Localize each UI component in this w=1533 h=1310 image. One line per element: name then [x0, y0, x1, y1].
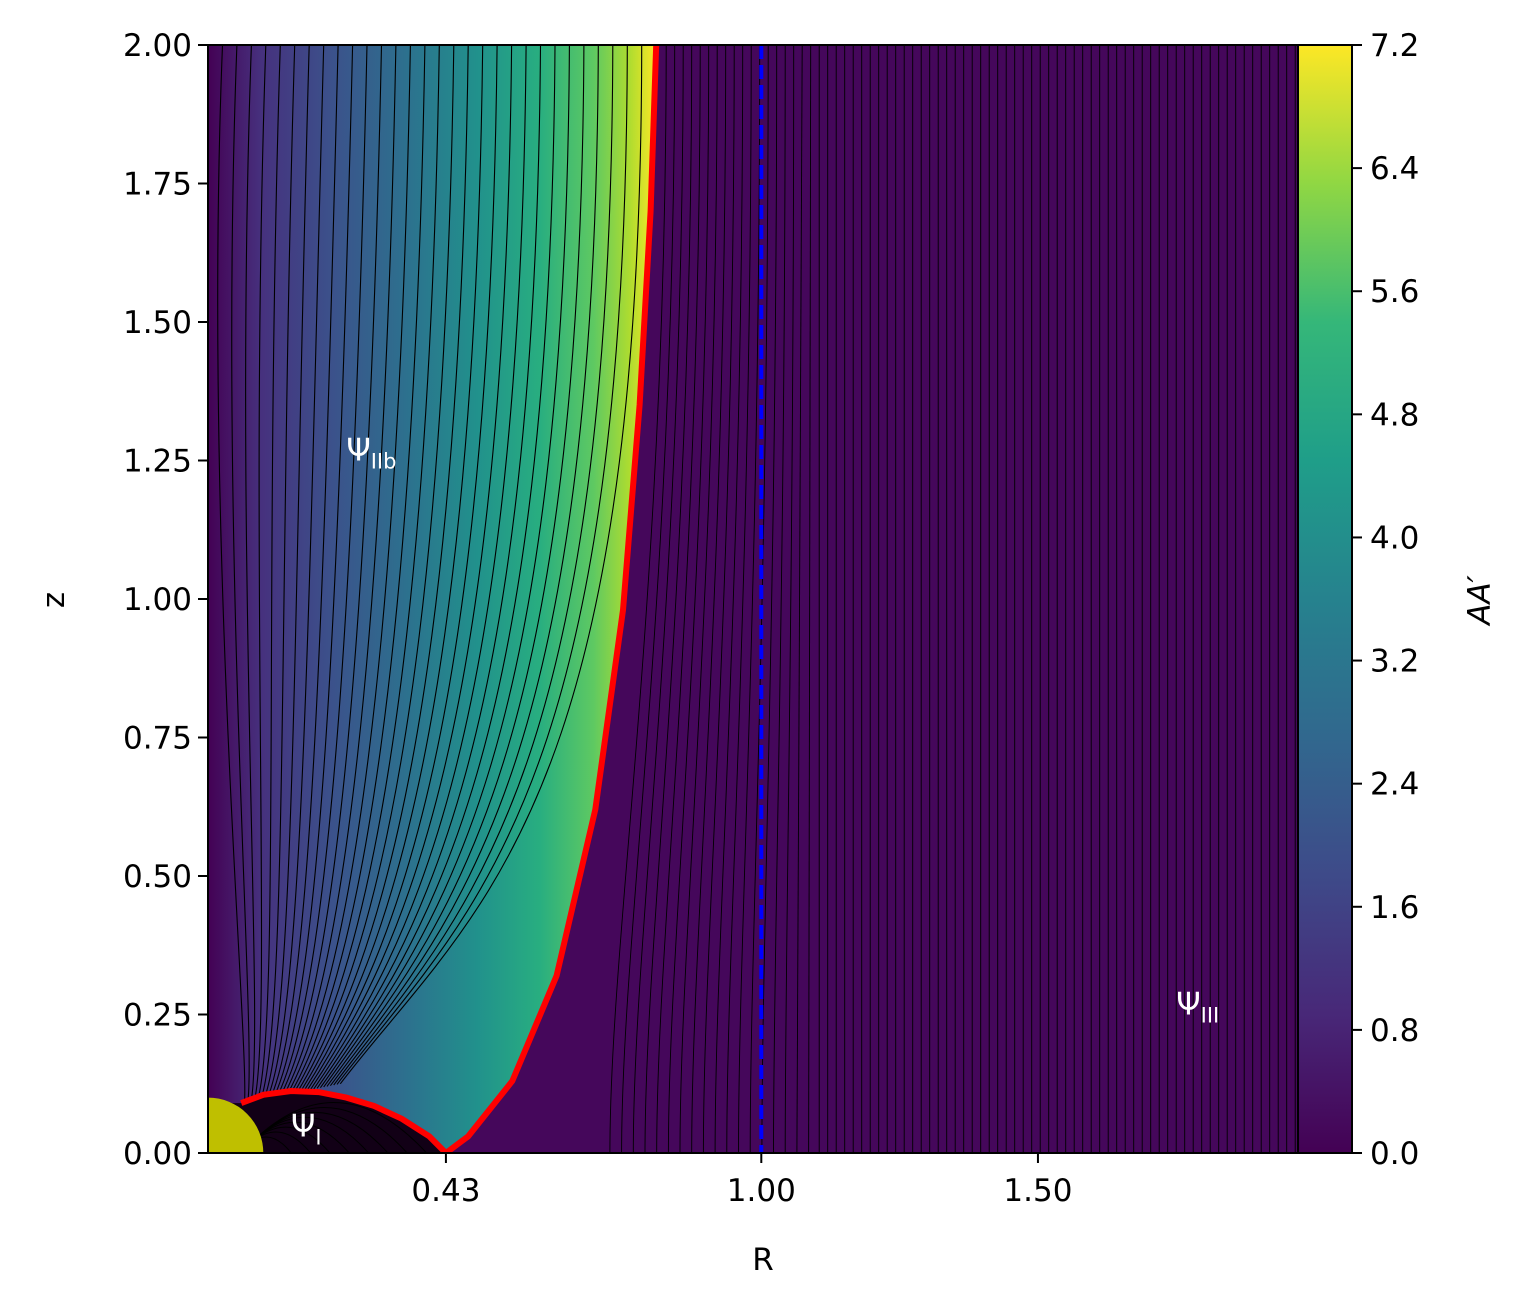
contour-line	[329, 45, 599, 1087]
contour-line	[260, 45, 296, 1100]
region-label-iib: ΨIIb	[346, 433, 396, 474]
colorbar-tick-label: 0.0	[1370, 1136, 1419, 1172]
separatrix-line	[240, 45, 660, 1153]
outer-field-line	[632, 45, 684, 1153]
outer-field-line	[738, 45, 761, 1153]
y-axis-ticks: 0.00 0.25 0.50 0.75 1.00 1.25 1.50 1.75 2.00	[123, 28, 208, 1172]
contour-line	[310, 45, 513, 1090]
y-tick-label: 2.00	[123, 28, 192, 64]
y-tick-label: 1.25	[123, 444, 192, 480]
contour-line	[316, 45, 542, 1089]
contour-line	[245, 45, 256, 1102]
outer-field-line	[714, 45, 744, 1153]
contour-line	[293, 45, 440, 1094]
contour-line	[273, 45, 354, 1097]
contour-lines	[217, 45, 643, 1103]
outer-field-line	[702, 45, 735, 1153]
y-tick-label: 1.50	[123, 305, 192, 341]
plot-area	[208, 45, 1298, 1153]
contour-line	[257, 45, 281, 1101]
contour-line	[313, 45, 527, 1090]
y-tick-label: 0.50	[123, 859, 192, 895]
outer-field-line	[609, 45, 667, 1153]
contour-line	[277, 45, 368, 1097]
x-tick-label: 1.00	[727, 1173, 796, 1209]
y-tick-label: 0.25	[123, 998, 192, 1034]
y-tick-label: 0.75	[123, 721, 192, 757]
outer-field-line	[644, 45, 693, 1153]
contour-line	[231, 45, 250, 1102]
contour-line	[280, 45, 383, 1096]
contour-line	[339, 45, 643, 1085]
y-tick-label: 1.75	[123, 167, 192, 203]
x-tick-label: 0.43	[411, 1173, 480, 1209]
contour-line	[333, 45, 614, 1086]
y-axis-label: z	[36, 592, 72, 608]
contour-line	[283, 45, 397, 1096]
y-tick-label: 0.00	[123, 1136, 192, 1172]
colorbar-tick-label: 1.6	[1370, 890, 1419, 926]
contour-line	[303, 45, 484, 1092]
outer-field-line	[749, 45, 769, 1153]
colorbar-label: AA′	[1462, 575, 1498, 626]
region-annotations: ΨIIb ΨI ΨIII	[291, 433, 1219, 1150]
colorbar-ticks: 0.0 0.8 1.6 2.4 3.2 4.0 4.8 5.6 6.4 7.2	[1352, 28, 1419, 1172]
contour-line	[336, 45, 628, 1085]
open-field-region	[208, 45, 657, 1153]
colorbar-tick-label: 5.6	[1370, 274, 1419, 310]
contour-line	[296, 45, 455, 1093]
colorbar-tick-label: 2.4	[1370, 767, 1419, 803]
contour-line	[300, 45, 469, 1092]
outer-field-line	[621, 45, 676, 1153]
contour-line	[267, 45, 325, 1099]
star-quarter-disk	[208, 1097, 264, 1153]
x-axis-ticks: 0.43 1.00 1.50	[411, 1153, 1072, 1209]
contour-line	[286, 45, 411, 1095]
contour-line	[263, 45, 310, 1099]
region-label-i: ΨI	[291, 1108, 322, 1149]
colorbar: 0.0 0.8 1.6 2.4 3.2 4.0 4.8 5.6 6.4 7.2 AA′	[1297, 28, 1498, 1172]
outer-field-line	[808, 45, 812, 1153]
contour-line	[319, 45, 556, 1089]
colorbar-frame	[1297, 44, 1353, 1154]
region-label-iii: ΨIII	[1176, 987, 1219, 1028]
outer-field-line	[773, 45, 786, 1153]
colorbar-gradient	[1298, 45, 1352, 1153]
colorbar-tick-label: 3.2	[1370, 644, 1419, 680]
y-tick-label: 1.00	[123, 582, 192, 618]
contour-line	[270, 45, 339, 1098]
colorbar-tick-label: 6.4	[1370, 151, 1419, 187]
outer-field-line	[691, 45, 727, 1153]
colorbar-tick-label: 7.2	[1370, 28, 1419, 64]
colorbar-tick-label: 4.8	[1370, 397, 1419, 433]
colorbar-tick-label: 4.0	[1370, 520, 1419, 556]
outer-field-line	[726, 45, 752, 1153]
outer-field-lines	[609, 45, 1296, 1153]
outer-field-line	[667, 45, 710, 1153]
x-tick-label: 1.50	[1003, 1173, 1072, 1209]
outer-field-line	[679, 45, 718, 1153]
contour-line	[323, 45, 570, 1088]
outer-field-line	[656, 45, 701, 1153]
contour-line	[306, 45, 498, 1091]
contour-line	[217, 45, 246, 1103]
contour-line	[326, 45, 585, 1087]
x-axis-label: R	[752, 1242, 774, 1278]
outer-field-line	[784, 45, 795, 1153]
contour-line	[253, 45, 267, 1101]
contour-line	[290, 45, 426, 1094]
colorbar-tick-label: 0.8	[1370, 1013, 1419, 1049]
